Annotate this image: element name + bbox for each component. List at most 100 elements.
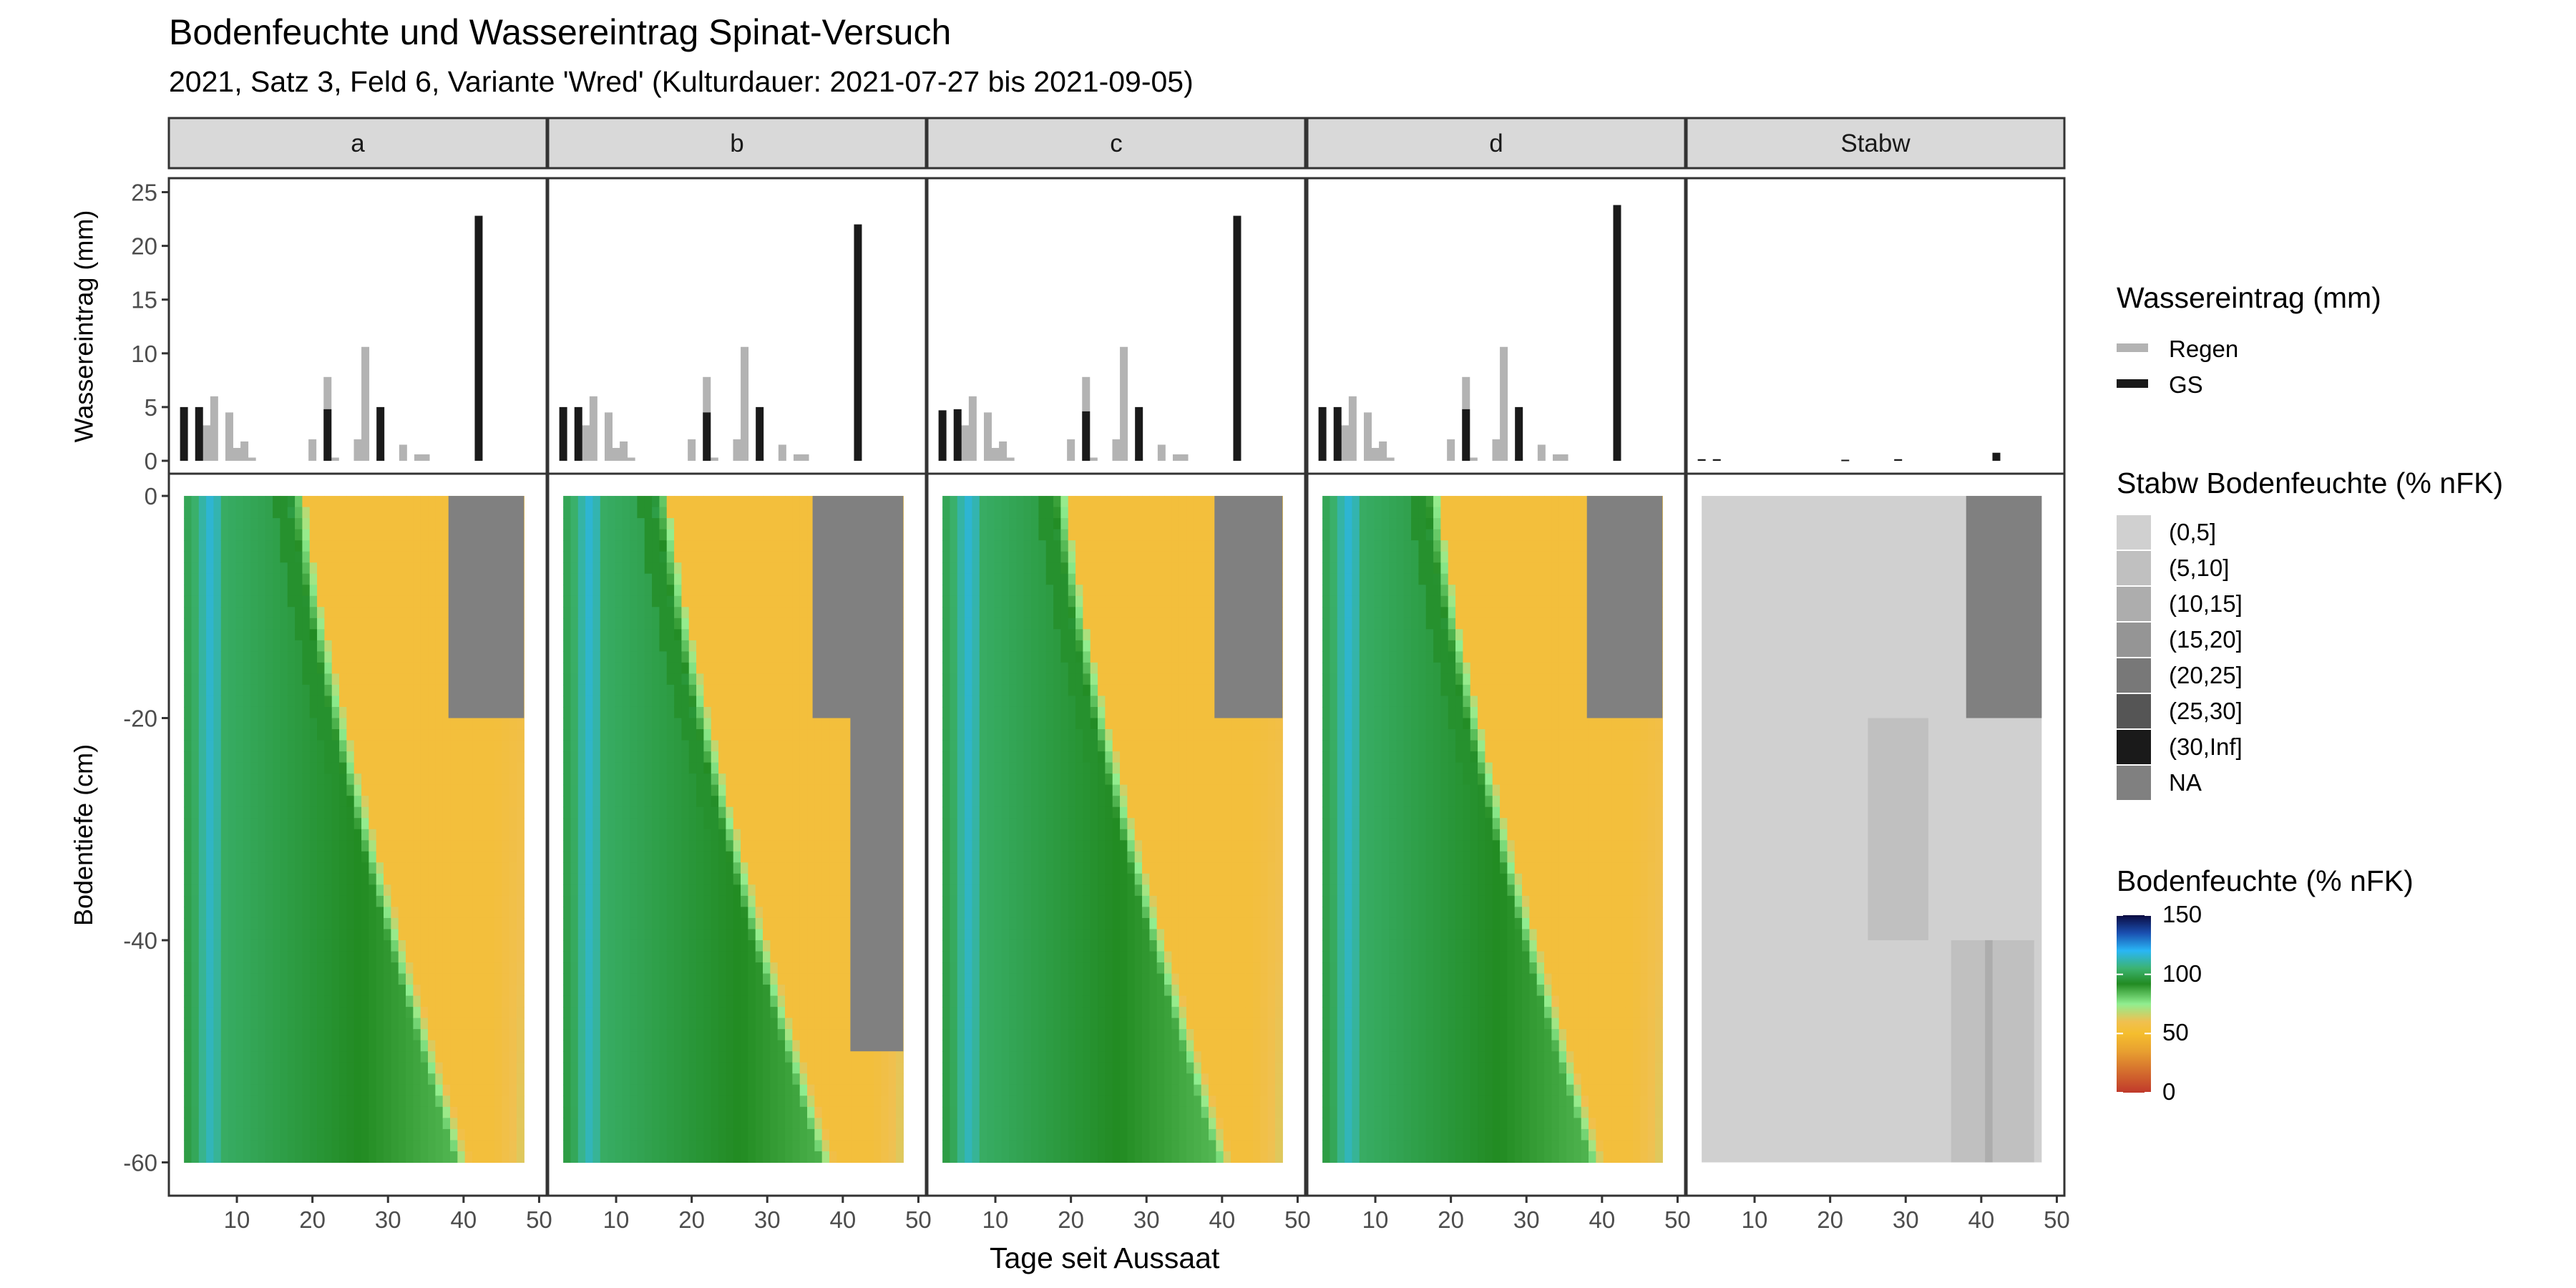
gs-bar bbox=[180, 406, 188, 461]
regen-bar bbox=[1363, 412, 1372, 461]
x-tick-label: 30 bbox=[1893, 1206, 1919, 1233]
gs-bar bbox=[559, 406, 567, 461]
moisture-panel-border-b bbox=[547, 472, 927, 1197]
gs-bar bbox=[1135, 406, 1143, 461]
regen-bar bbox=[248, 457, 256, 461]
regen-bar bbox=[801, 454, 809, 461]
gs-bar bbox=[1697, 459, 1706, 461]
legend-label-gs: GS bbox=[2169, 371, 2203, 398]
regen-bar bbox=[1447, 439, 1455, 461]
gs-bar bbox=[756, 406, 764, 461]
regen-bar bbox=[968, 396, 977, 461]
water-legend-title: Wassereintrag (mm) bbox=[2117, 281, 2381, 314]
regen-bar bbox=[1006, 457, 1015, 461]
stabw-legend-label: (5,10] bbox=[2169, 555, 2230, 581]
x-tick-label: 30 bbox=[754, 1206, 781, 1233]
regen-bar bbox=[1089, 457, 1098, 461]
stabw-legend-key bbox=[2117, 766, 2151, 800]
regen-bar bbox=[741, 346, 749, 461]
regen-bar bbox=[1537, 444, 1546, 461]
x-tick-label: 40 bbox=[1589, 1206, 1615, 1233]
gs-bar bbox=[1992, 452, 2001, 461]
regen-bar bbox=[620, 441, 628, 461]
regen-bar bbox=[1157, 444, 1166, 461]
x-tick-label: 10 bbox=[1742, 1206, 1768, 1233]
gs-bar bbox=[1894, 459, 1903, 461]
regen-bar bbox=[604, 412, 613, 461]
regen-bar bbox=[225, 412, 233, 461]
gs-bar bbox=[195, 406, 203, 461]
regen-bar bbox=[733, 439, 741, 461]
gs-bar bbox=[574, 406, 582, 461]
na-block bbox=[812, 496, 904, 718]
facet-strip-Stabw bbox=[1685, 117, 2066, 170]
colorbar-tick-label: 50 bbox=[2162, 1019, 2189, 1046]
x-tick-label: 40 bbox=[450, 1206, 477, 1233]
water-y-tick-label: 20 bbox=[131, 233, 157, 260]
colorbar-tick-label: 0 bbox=[2162, 1078, 2176, 1105]
moisture-panel-border-Stabw bbox=[1685, 472, 2066, 1197]
regen-bar bbox=[793, 454, 801, 461]
na-block bbox=[448, 496, 525, 718]
moisture-panel-border-a bbox=[167, 472, 548, 1197]
colorbar-tick-label: 100 bbox=[2162, 960, 2202, 987]
facet-label-Stabw: Stabw bbox=[1840, 130, 1911, 157]
facet-strip-d bbox=[1306, 117, 1687, 170]
stabw-legend-label: (30,Inf] bbox=[2169, 733, 2243, 760]
na-block bbox=[1586, 496, 1663, 718]
regen-bar bbox=[627, 457, 635, 461]
regen-bar bbox=[414, 454, 422, 461]
depth-y-tick-label: -20 bbox=[123, 706, 157, 732]
depth-y-axis-title: Bodentiefe (cm) bbox=[69, 743, 99, 926]
x-tick-label: 40 bbox=[829, 1206, 856, 1233]
regen-bar bbox=[1172, 454, 1181, 461]
stabw-legend-key bbox=[2117, 658, 2151, 693]
x-tick-label: 50 bbox=[1664, 1206, 1691, 1233]
regen-bar bbox=[210, 396, 218, 461]
x-tick-label: 30 bbox=[1133, 1206, 1160, 1233]
water-y-tick-label: 15 bbox=[131, 287, 157, 313]
gs-bar bbox=[854, 224, 862, 461]
x-tick-label: 20 bbox=[1438, 1206, 1464, 1233]
chart-subtitle: 2021, Satz 3, Feld 6, Variante 'Wred' (K… bbox=[169, 65, 1194, 98]
depth-y-tick-label: -60 bbox=[123, 1149, 157, 1176]
regen-bar bbox=[353, 439, 362, 461]
x-tick-label: 20 bbox=[1817, 1206, 1843, 1233]
x-tick-label: 10 bbox=[603, 1206, 630, 1233]
facet-label-d: d bbox=[1489, 130, 1503, 157]
regen-bar bbox=[421, 454, 430, 461]
gs-bar bbox=[1333, 406, 1342, 461]
stabw-legend-label: (0,5] bbox=[2169, 519, 2217, 545]
regen-bar bbox=[361, 346, 370, 461]
regen-bar bbox=[1552, 454, 1561, 461]
regen-bar bbox=[399, 444, 407, 461]
x-tick-label: 40 bbox=[1209, 1206, 1235, 1233]
x-tick-label: 50 bbox=[905, 1206, 932, 1233]
regen-bar bbox=[688, 439, 696, 461]
facet-label-a: a bbox=[351, 130, 365, 157]
regen-bar bbox=[331, 457, 339, 461]
gs-bar bbox=[953, 409, 962, 461]
stabw-legend-label: NA bbox=[2169, 769, 2202, 796]
stabw-legend-key bbox=[2117, 551, 2151, 585]
regen-bar bbox=[1180, 454, 1189, 461]
stabw-legend-key bbox=[2117, 694, 2151, 728]
x-tick-label: 50 bbox=[526, 1206, 552, 1233]
gs-bar bbox=[1233, 215, 1241, 461]
regen-bar bbox=[1492, 439, 1501, 461]
colorbar bbox=[2117, 915, 2151, 1093]
facet-label-b: b bbox=[730, 130, 743, 157]
regen-bar bbox=[240, 441, 249, 461]
moisture-heatmap-a bbox=[184, 496, 525, 1163]
x-tick-label: 10 bbox=[1362, 1206, 1389, 1233]
moisture-heatmap-c bbox=[942, 496, 1283, 1163]
x-axis-title: Tage seit Aussaat bbox=[990, 1241, 1220, 1274]
x-tick-label: 20 bbox=[299, 1206, 326, 1233]
stabw-cell bbox=[1985, 940, 1993, 1163]
regen-bar bbox=[778, 444, 786, 461]
gs-bar bbox=[1318, 406, 1327, 461]
moisture-panel-border-d bbox=[1306, 472, 1687, 1197]
regen-bar bbox=[308, 439, 317, 461]
regen-bar bbox=[983, 412, 992, 461]
